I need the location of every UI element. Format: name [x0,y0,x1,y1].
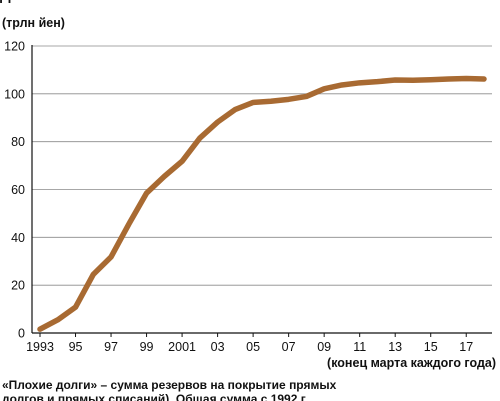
y-tick-label: 20 [11,279,25,293]
y-tick-label: 0 [18,327,25,341]
y-tick-label: 40 [11,231,25,245]
y-tick-labels: 0 20 40 60 80 100 120 [4,40,25,341]
x-tick-label: 95 [69,340,83,354]
axes [31,45,492,337]
x-tick-label: 09 [317,340,331,354]
y-axis-unit-label: (трлн йен) [2,16,65,30]
x-tick-label: 15 [424,340,438,354]
x-tick-label: 1993 [26,340,54,354]
x-tick-label: 13 [388,340,402,354]
x-tick-label: 11 [353,340,366,354]
y-tick-label: 120 [4,40,25,54]
y-tick-label: 60 [11,183,25,197]
y-tick-label: 100 [4,87,25,101]
x-tick-label: 17 [459,340,473,354]
x-tick-label: 07 [282,340,296,354]
chart-footnote: «Плохие долги» – сумма резервов на покры… [2,378,498,401]
series [37,75,487,332]
gridlines [32,45,492,286]
x-tick-label: 03 [211,340,225,354]
footnote-line: долгов и прямых списаний). Общая сумма с… [2,392,308,401]
x-axis-unit-label: (конец марта каждого года) [327,356,496,370]
chart-title-fragment: Д [0,0,500,3]
x-tick-label: 97 [104,340,118,354]
x-tick-label: 05 [246,340,260,354]
footnote-line: «Плохие долги» – сумма резервов на покры… [2,378,337,392]
y-tick-label: 80 [11,135,25,149]
x-tick-label: 2001 [168,340,196,354]
series-line [37,75,487,332]
x-tick-labels: 1993 95 97 99 2001 03 05 07 09 11 13 15 17 [26,340,473,354]
x-tick-label: 99 [140,340,154,354]
